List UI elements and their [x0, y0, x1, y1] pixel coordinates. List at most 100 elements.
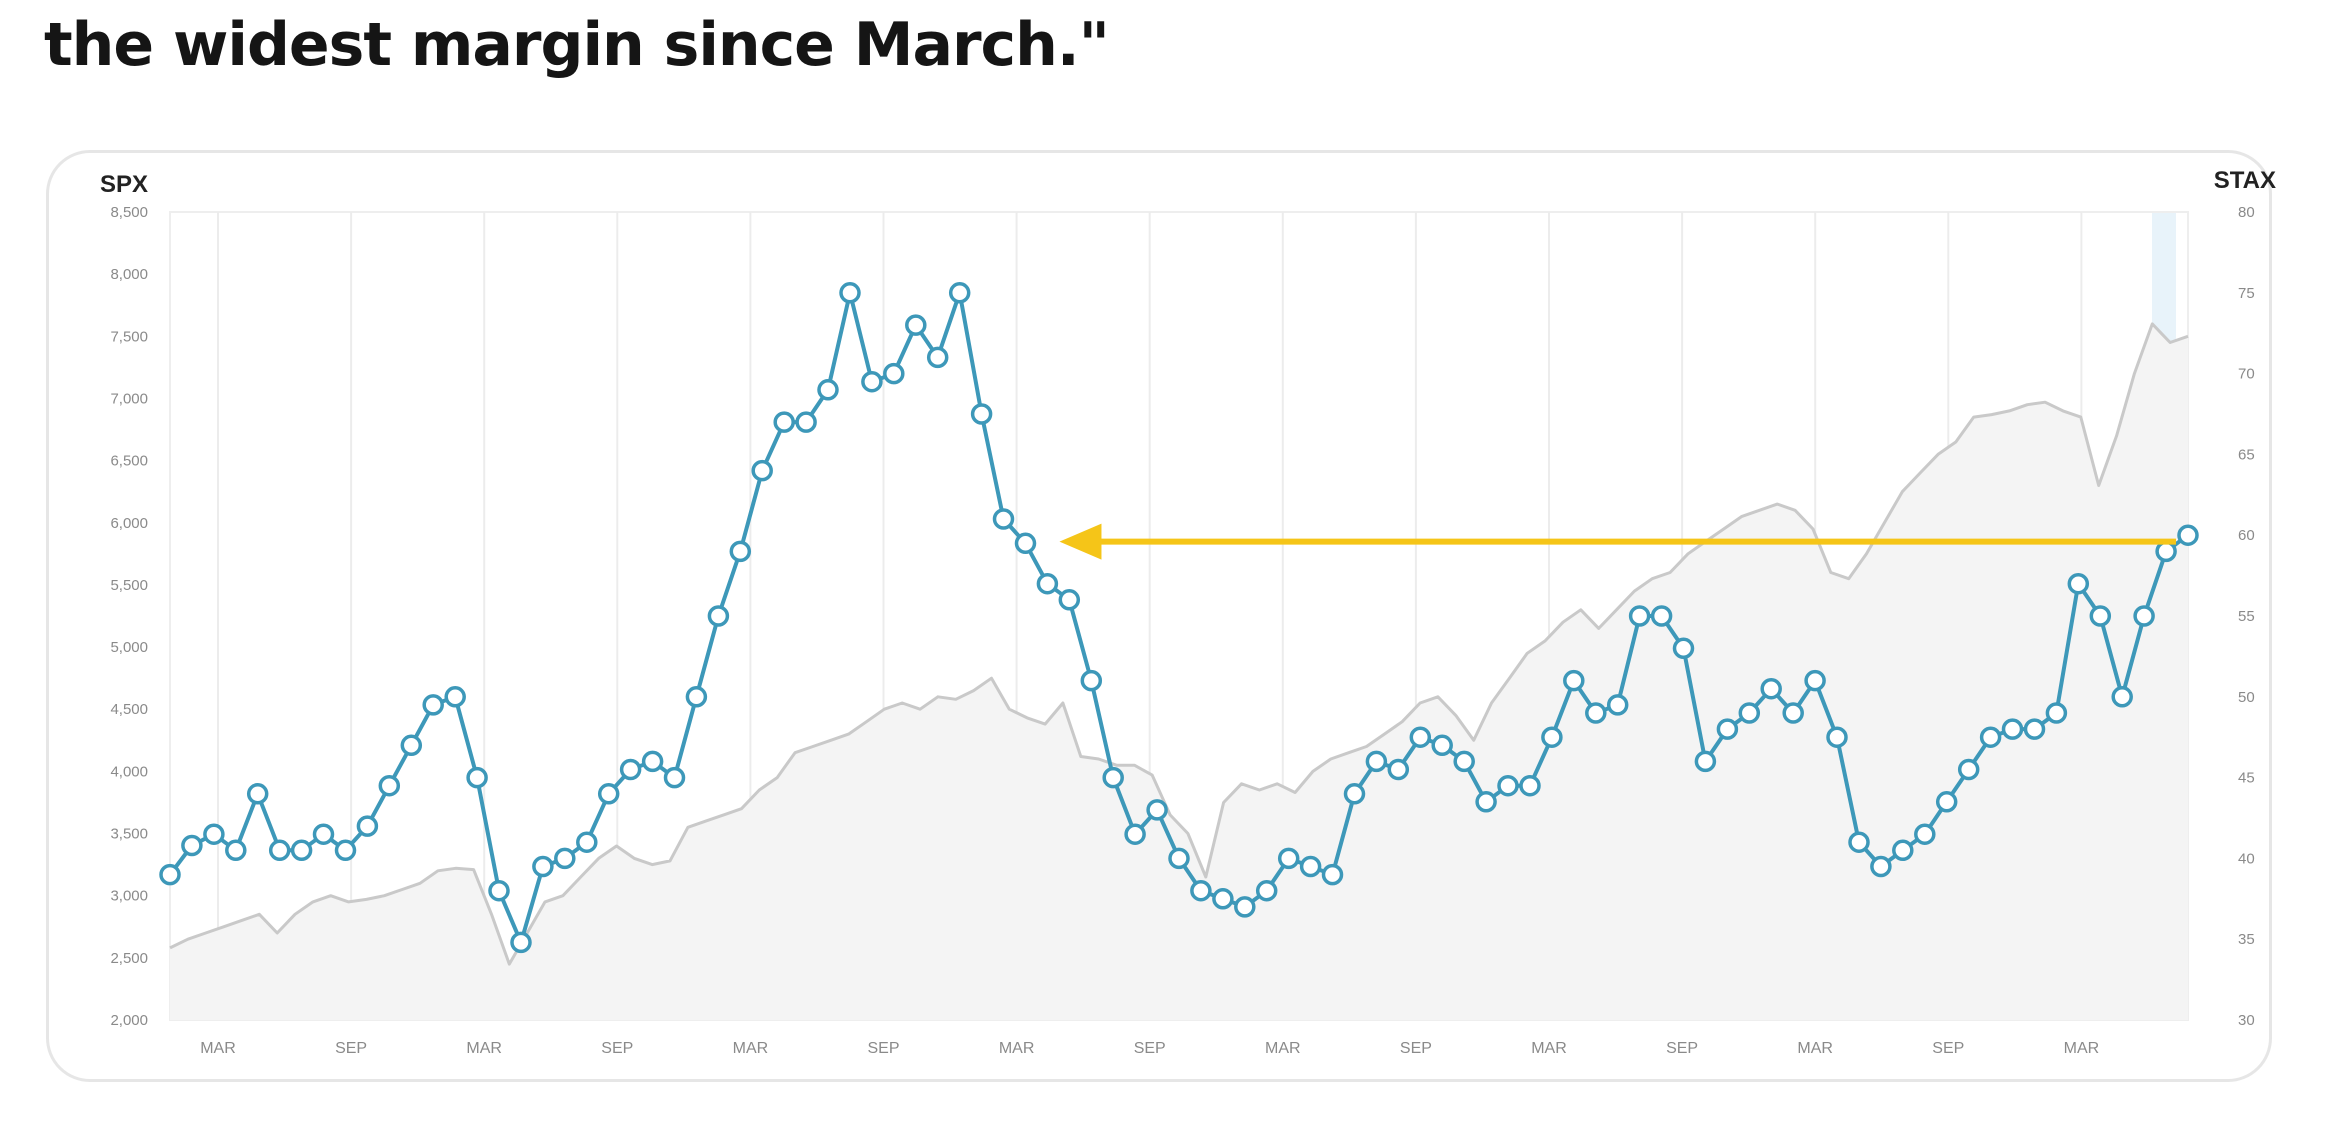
stax-data-point [1124, 823, 1146, 845]
left-y-tick-label: 6,000 [110, 515, 148, 532]
stax-data-point [663, 766, 686, 789]
stax-data-point [1497, 774, 1519, 797]
stax-data-point [2089, 605, 2112, 627]
stax-data-point [992, 508, 1015, 530]
stax-data-point [1957, 758, 1980, 781]
stax-data-point [246, 783, 269, 805]
left-y-tick-label: 4,500 [110, 701, 148, 718]
stax-data-point [1760, 677, 1782, 700]
stax-data-point [2111, 686, 2133, 708]
stax-data-point [883, 362, 905, 385]
stax-data-point [729, 540, 752, 563]
stax-data-point [1914, 823, 1936, 845]
left-y-tick-label: 3,500 [110, 826, 148, 843]
headline: the widest margin since March." [44, 10, 1110, 80]
stax-data-point [334, 839, 357, 862]
stax-data-point [1585, 702, 1607, 724]
x-tick-label: MAR [1797, 1040, 1833, 1057]
x-tick-label: SEP [1666, 1040, 1698, 1057]
stax-data-point [1255, 879, 1278, 902]
stax-data-point [1168, 847, 1190, 870]
stax-data-point [773, 411, 795, 433]
stax-data-point [159, 863, 181, 886]
right-y-tick-label: 50 [2238, 689, 2255, 706]
stax-data-point [203, 823, 225, 845]
x-tick-label: MAR [2064, 1040, 2100, 1057]
stax-data-point [619, 758, 642, 781]
series-spx-area [170, 323, 2188, 1020]
x-tick-label: SEP [1932, 1040, 1964, 1057]
stax-data-point [707, 605, 730, 627]
stax-data-point [400, 734, 423, 757]
stax-data-point [1979, 726, 2002, 748]
left-y-tick-label: 2,500 [110, 950, 148, 967]
stax-data-point [1650, 605, 1673, 627]
right-y-tick-label: 80 [2238, 204, 2255, 221]
x-tick-label: MAR [999, 1040, 1035, 1057]
stax-data-point [641, 750, 664, 773]
right-y-tick-label: 75 [2238, 285, 2255, 302]
x-tick-label: MAR [733, 1040, 769, 1057]
stax-data-point [1299, 855, 1322, 878]
stax-data-point [2155, 540, 2177, 563]
stax-data-point [1541, 726, 1563, 748]
left-y-tick-label: 2,000 [110, 1012, 148, 1029]
stax-data-point [225, 839, 247, 862]
stax-data-point [795, 411, 817, 433]
stax-data-point [1826, 726, 1848, 748]
left-axis-label: SPX [100, 171, 148, 198]
stax-data-point [817, 379, 839, 401]
x-tick-label: MAR [200, 1040, 236, 1057]
stax-data-point [1804, 669, 1826, 692]
stax-data-point [1892, 839, 1914, 862]
x-tick-label: MAR [466, 1040, 502, 1057]
stax-data-point [532, 855, 554, 878]
stax-data-point [1321, 863, 1344, 886]
stax-data-point [1453, 750, 1475, 773]
stax-data-point [948, 282, 971, 304]
stax-data-point [1672, 637, 1695, 660]
left-y-tick-label: 6,500 [110, 453, 148, 470]
stax-data-point [1036, 572, 1059, 595]
stax-data-point [554, 847, 576, 870]
right-y-tick-label: 45 [2238, 770, 2255, 787]
right-y-tick-label: 60 [2238, 527, 2255, 544]
stax-data-point [488, 879, 510, 902]
stax-data-point [356, 815, 379, 837]
stax-data-point [1716, 718, 1739, 740]
right-y-tick-label: 55 [2238, 608, 2255, 625]
stax-data-point [510, 931, 532, 954]
x-tick-label: SEP [1400, 1040, 1432, 1057]
x-tick-label: MAR [1531, 1040, 1567, 1057]
stax-data-point [1212, 888, 1234, 910]
stax-data-point [268, 839, 291, 862]
stax-data-point [1190, 879, 1212, 902]
stax-data-point [597, 783, 620, 805]
right-y-tick-label: 65 [2238, 446, 2255, 463]
x-tick-label: MAR [1265, 1040, 1301, 1057]
stax-data-point [861, 370, 883, 393]
stax-data-point [1694, 750, 1717, 773]
stax-data-point [2045, 702, 2068, 724]
stax-data-point [1935, 791, 1958, 813]
stax-data-point [1475, 791, 1497, 813]
stax-data-point [1080, 669, 1103, 692]
stax-data-point [422, 694, 444, 716]
stax-data-point [905, 314, 927, 336]
left-y-tick-label: 8,500 [110, 204, 148, 221]
stax-data-point [1782, 702, 1804, 724]
right-y-tick-label: 70 [2238, 366, 2255, 383]
stax-data-point [2177, 524, 2199, 546]
stax-data-point [576, 831, 598, 853]
stax-data-point [926, 346, 949, 369]
stax-data-point [1365, 750, 1388, 773]
left-y-tick-label: 3,000 [110, 888, 148, 905]
stax-data-point [1563, 669, 1585, 692]
right-axis-label: STAX [2214, 167, 2276, 194]
stax-data-point [378, 774, 401, 797]
x-tick-label: SEP [867, 1040, 899, 1057]
left-y-tick-label: 7,500 [110, 328, 148, 345]
stax-data-point [2023, 718, 2046, 740]
stax-data-point [1387, 758, 1410, 781]
